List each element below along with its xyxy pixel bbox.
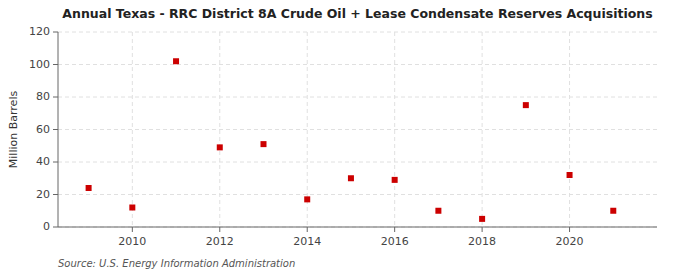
y-tick-label: 20 [36,188,50,201]
x-tick-label: 2010 [118,235,146,248]
plot-area [58,32,657,227]
y-tick [53,129,58,130]
y-tick [53,97,58,98]
y-tick-label: 40 [36,155,50,168]
grid [58,32,657,227]
x-tick [482,227,483,232]
source-note: Source: U.S. Energy Information Administ… [58,258,295,269]
x-grid-line [482,32,483,227]
x-grid-line [219,32,220,227]
y-tick [53,32,58,33]
y-tick-label: 80 [36,90,50,103]
x-grid-line [394,32,395,227]
x-tick [307,227,308,232]
chart-svg: 0 20 40 60 80 100 120 2010 2012 2014 2016 2018 2020 A… [0,0,675,275]
point [260,141,266,147]
point [129,205,135,211]
x-tick [219,227,220,232]
title: Annual Texas - RRC District 8A Crude Oil… [62,6,652,21]
x-tick [569,227,570,232]
points [86,58,617,222]
axes: 0 20 40 60 80 100 120 2010 2012 2014 2016 2018 2020 [29,25,657,248]
point [86,185,92,191]
y-grid-line [58,162,657,163]
y-tick [53,162,58,163]
x-tick-label: 2014 [293,235,321,248]
x-tick-label: 2020 [556,235,584,248]
x-grid-line [569,32,570,227]
y-tick-label: 60 [36,123,50,136]
y-grid-line [58,194,657,195]
y-grid-line [58,129,657,130]
y-tick-label: 0 [43,220,50,233]
y-tick [53,194,58,195]
x-grid-line [132,32,133,227]
x-tick-label: 2018 [468,235,496,248]
x-tick [132,227,133,232]
point [173,58,179,64]
point [435,208,441,214]
point [523,102,529,108]
x-axis-line [58,227,657,228]
y-tick [53,227,58,228]
y-tick-label: 100 [29,58,50,71]
point [610,208,616,214]
y-tick [53,64,58,65]
y-grid-line [58,227,657,228]
y-tick-label: 120 [29,25,50,38]
point [304,196,310,202]
y-axis-label: Million Barrels [7,91,20,169]
chart-container: 0 20 40 60 80 100 120 2010 2012 2014 2016 2018 2020 A… [0,0,675,275]
x-tick [394,227,395,232]
point [348,175,354,181]
y-grid-line [58,32,657,33]
y-axis-line [58,32,59,227]
y-grid-line [58,64,657,65]
point [567,172,573,178]
y-grid-line [58,97,657,98]
x-tick-label: 2016 [381,235,409,248]
point [217,144,223,150]
point [392,177,398,183]
x-tick-label: 2012 [206,235,234,248]
point [479,216,485,222]
